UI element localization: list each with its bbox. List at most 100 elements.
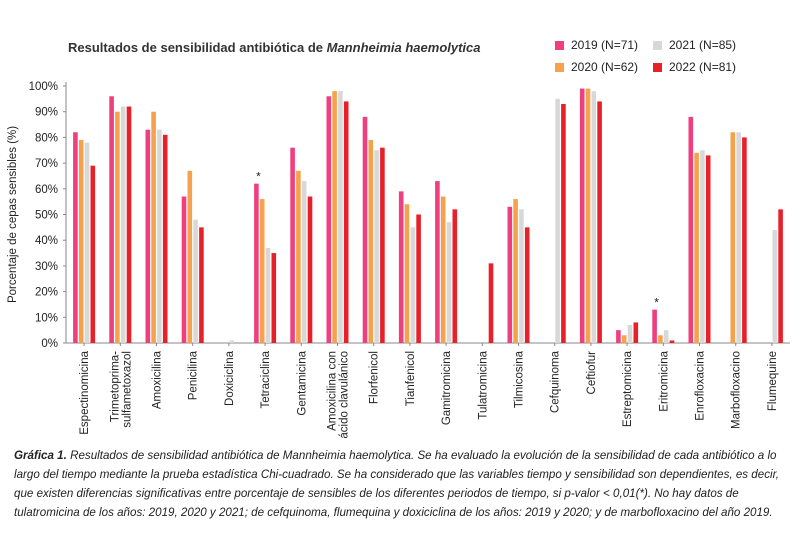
legend-swatch-2021 <box>653 40 662 50</box>
x-tick-label: sulfametoxazol <box>121 351 133 428</box>
figure-caption: Gráfica 1. Resultados de sensibilidad an… <box>14 446 784 522</box>
bar-tilmicosina-2019-n-71 <box>507 206 513 343</box>
x-tick-label: Gentamicina <box>296 350 308 415</box>
bar-estreptomicina-2019-n-71 <box>616 330 621 343</box>
bar-gentamicina-2019-n-71 <box>290 147 295 343</box>
y-tick-label: 60% <box>35 184 58 196</box>
bar-enrofloxacina-2019-n-71 <box>688 116 694 343</box>
bar-penicilina-2021-n-85 <box>193 219 198 343</box>
bar-flumequine-2021-n-85 <box>772 229 778 343</box>
bar-chart: 0% 10% 20% 30% 40% 50% 60% 70% 80% 90% 100% Porcent… <box>7 81 790 439</box>
chart-title-species: Mannheimia haemolytica <box>326 40 481 55</box>
bar-amoxicilina-con-acido-clavulanico-2022-n-81 <box>343 101 349 343</box>
bar-amoxicilina-2020-n-62 <box>151 111 156 343</box>
bar-eritromicina-2020-n-62 <box>658 335 663 343</box>
bar-espectinomicina-2021-n-85 <box>84 142 90 343</box>
bar-tilmicosina-2021-n-85 <box>519 209 524 343</box>
y-tick-label: 100% <box>29 81 58 93</box>
bar-florfenicol-2021-n-85 <box>374 150 379 343</box>
x-tick-label: Penicilina <box>188 350 200 400</box>
bar-espectinomicina-2022-n-81 <box>90 165 96 343</box>
bar-amoxicilina-2021-n-85 <box>157 129 162 343</box>
x-tick-label: Eritromicina <box>658 350 670 411</box>
significance-asterisk: * <box>256 170 261 184</box>
bar-gentamicina-2020-n-62 <box>296 170 301 343</box>
bar-tulatromicina-2022-n-81 <box>488 263 494 343</box>
y-tick-label: 70% <box>35 158 58 170</box>
y-axis-label: Porcentaje de cepas sensibles (%) <box>7 126 19 303</box>
x-tick-label: Enrofloxacina <box>695 350 707 420</box>
legend-item-2021: 2021 (N=85) <box>653 38 763 52</box>
bar-tianfenicol-2019-n-71 <box>398 191 404 343</box>
significance-asterisk: * <box>654 296 659 310</box>
bar-gamitromicina-2022-n-81 <box>452 209 458 343</box>
bar-tetraciclina-2020-n-62 <box>259 199 265 343</box>
bar-tetraciclina-2022-n-81 <box>271 253 277 343</box>
bar-doxiciclina-2021-n-85 <box>229 340 235 343</box>
bar-tilmicosina-2020-n-62 <box>513 199 518 343</box>
bar-estreptomicina-2021-n-85 <box>627 325 633 343</box>
bar-amoxicilina-2019-n-71 <box>145 129 151 343</box>
legend-label-2019: 2019 (N=71) <box>571 38 639 52</box>
bar-amoxicilina-con-acido-clavulanico-2021-n-85 <box>338 91 343 343</box>
x-tick-label: Tulatromicina <box>477 350 489 419</box>
bar-tetraciclina-2019-n-71 <box>254 183 259 343</box>
bar-gentamicina-2022-n-81 <box>307 196 313 343</box>
bar-enrofloxacina-2022-n-81 <box>705 155 711 343</box>
bar-tianfenicol-2021-n-85 <box>410 227 416 343</box>
legend-label-2020: 2020 (N=62) <box>571 60 639 74</box>
bar-florfenicol-2020-n-62 <box>368 139 374 343</box>
legend-label-2022: 2022 (N=81) <box>669 60 737 74</box>
legend-item-2022: 2022 (N=81) <box>653 60 763 74</box>
bar-florfenicol-2022-n-81 <box>380 147 385 343</box>
legend-swatch-2022 <box>653 62 662 72</box>
x-tick-label: Doxiciclina <box>224 350 236 406</box>
bar-tetraciclina-2021-n-85 <box>265 247 271 343</box>
bar-marbofloxacino-2021-n-85 <box>736 132 741 343</box>
bar-estreptomicina-2020-n-62 <box>621 335 627 343</box>
bar-flumequine-2022-n-81 <box>778 209 783 343</box>
bar-gamitromicina-2021-n-85 <box>446 222 452 343</box>
x-tick-label: Estreptomicina <box>622 350 634 427</box>
bar-enrofloxacina-2020-n-62 <box>694 152 699 343</box>
y-tick-label: 50% <box>35 210 58 222</box>
legend-swatch-2020 <box>555 62 564 72</box>
bar-cefquinoma-2021-n-85 <box>555 98 560 343</box>
bar-espectinomicina-2020-n-62 <box>78 139 84 343</box>
bar-marbofloxacino-2020-n-62 <box>730 132 736 343</box>
bar-gentamicina-2021-n-85 <box>301 181 307 343</box>
x-tick-label: Amoxicilina con <box>327 351 339 431</box>
x-tick-label: Espectinomicina <box>79 350 91 434</box>
bar-tianfenicol-2022-n-81 <box>416 214 421 343</box>
x-tick-label: Tianfenicol <box>405 351 417 406</box>
x-tick-label: ácido clavulánico <box>339 351 351 439</box>
bar-florfenicol-2019-n-71 <box>362 116 368 343</box>
y-tick-label: 20% <box>35 287 58 299</box>
bar-eritromicina-2021-n-85 <box>663 330 669 343</box>
bar-trimetoprima-sulfametoxazol-2021-n-85 <box>120 106 126 343</box>
x-tick-label: Marbofloxacino <box>731 351 743 429</box>
x-tick-label: Cefquinoma <box>550 350 562 413</box>
bar-amoxicilina-con-acido-clavulanico-2020-n-62 <box>332 91 337 343</box>
y-tick-label: 80% <box>35 132 58 144</box>
bar-ceftiofur-2020-n-62 <box>585 88 591 343</box>
y-tick-label: 40% <box>35 235 58 247</box>
legend-item-2020: 2020 (N=62) <box>555 60 653 74</box>
bar-estreptomicina-2022-n-81 <box>633 322 639 343</box>
bar-ceftiofur-2022-n-81 <box>597 101 602 343</box>
bar-tianfenicol-2020-n-62 <box>404 204 410 343</box>
bar-amoxicilina-con-acido-clavulanico-2019-n-71 <box>326 96 332 343</box>
bar-enrofloxacina-2021-n-85 <box>700 150 705 343</box>
bar-trimetoprima-sulfametoxazol-2022-n-81 <box>126 106 132 343</box>
caption-label: Gráfica 1. <box>14 449 67 462</box>
y-tick-label: 0% <box>41 338 58 350</box>
caption-text: Resultados de sensibilidad antibiótica d… <box>14 449 780 519</box>
chart-legend: 2019 (N=71) 2021 (N=85) 2020 (N=62) 2022… <box>555 38 790 74</box>
chart-title: Resultados de sensibilidad antibiótica d… <box>68 40 481 55</box>
bar-ceftiofur-2021-n-85 <box>591 91 597 343</box>
bar-espectinomicina-2019-n-71 <box>73 132 78 343</box>
y-tick-label: 30% <box>35 261 58 273</box>
bar-penicilina-2022-n-81 <box>199 227 204 343</box>
x-tick-label: Tetraciclina <box>260 350 272 408</box>
x-tick-label: Flumequine <box>767 351 779 411</box>
